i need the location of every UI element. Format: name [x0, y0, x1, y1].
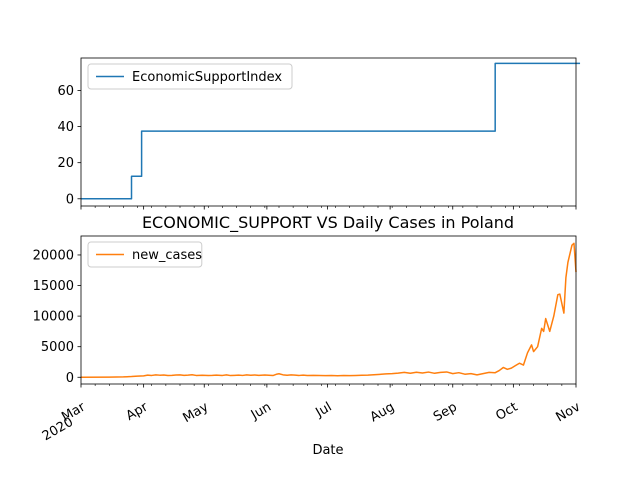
x-tick-label: Apr	[124, 399, 152, 424]
plot-frame	[80, 57, 577, 207]
legend-box	[87, 241, 203, 268]
x-tick-label: Jul	[313, 400, 335, 421]
x-tick-sublabel: 2020	[40, 415, 76, 445]
plot-frame	[80, 235, 577, 385]
y-tick-label: 10000	[33, 310, 74, 325]
y-tick-label: 20000	[33, 248, 74, 263]
legend-box	[87, 63, 293, 90]
y-tick-label: 15000	[33, 279, 74, 294]
y-tick-label: 40	[57, 120, 74, 135]
x-axis-label: Date	[312, 443, 343, 458]
y-tick-label: 0	[66, 371, 74, 386]
x-tick-label: Nov	[554, 400, 584, 426]
legend-label: EconomicSupportIndex	[132, 70, 282, 85]
y-tick-label: 0	[66, 192, 74, 207]
series-line-0-0	[81, 62, 581, 200]
chart-title: ECONOMIC_SUPPORT VS Daily Cases in Polan…	[142, 213, 514, 233]
y-tick-label: 5000	[41, 340, 74, 355]
x-tick-label: May	[180, 400, 211, 427]
legend-label: new_cases	[132, 248, 202, 263]
series-line-1-0	[80, 242, 577, 379]
x-tick-label: Oct	[493, 400, 520, 424]
x-tick-label: Sep	[431, 400, 460, 425]
economic-support-panel: 0 20 40 60 EconomicSupportIndex	[57, 57, 581, 210]
y-tick-label: 20	[57, 156, 74, 171]
x-tick-label: Aug	[368, 400, 397, 426]
x-tick-label: Jun	[248, 400, 274, 424]
y-tick-label: 60	[57, 84, 74, 99]
